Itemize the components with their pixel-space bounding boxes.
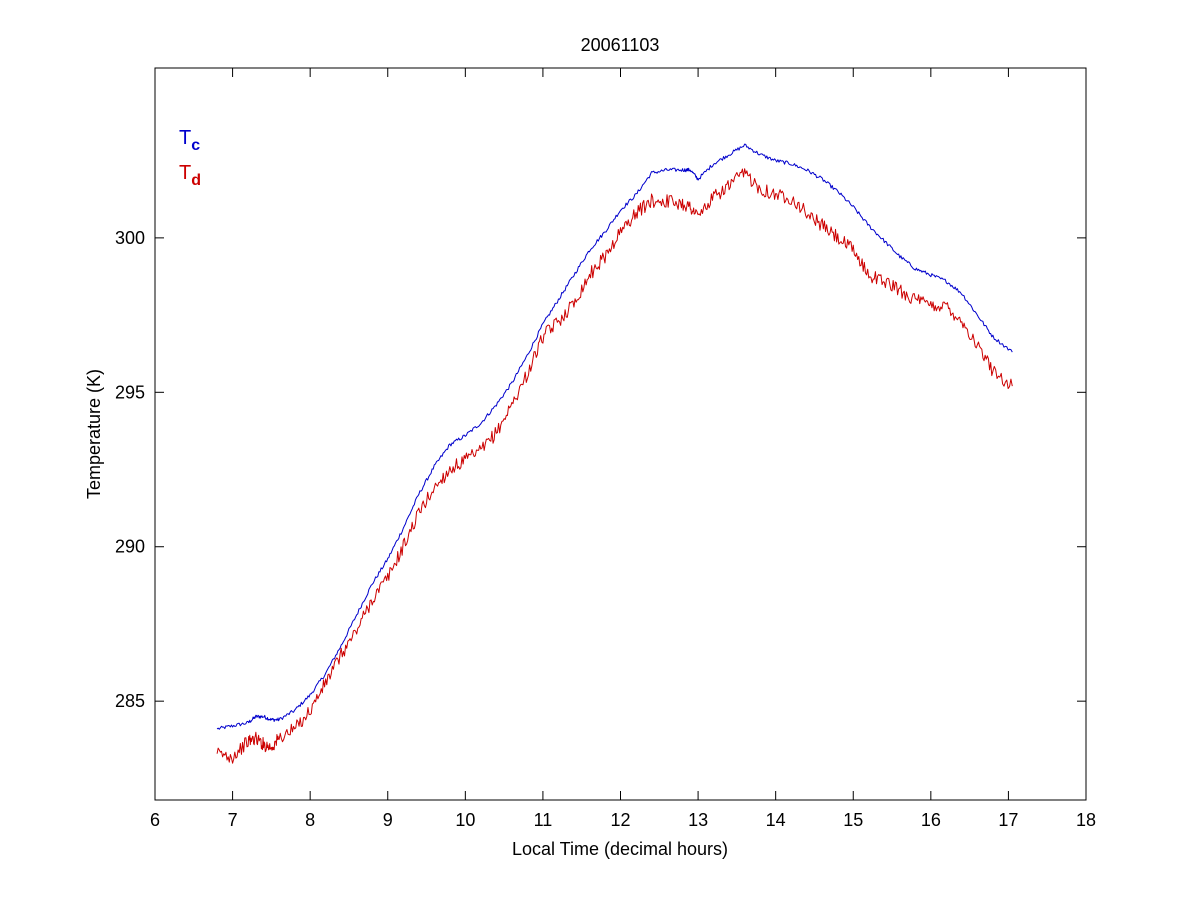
x-tick-label: 10	[455, 810, 475, 830]
series-line-td	[216, 168, 1013, 764]
x-tick-label: 13	[688, 810, 708, 830]
legend-subscript: d	[191, 172, 201, 189]
plot-area: 6 7 8 9 10 11 12 13 14 15 16 17 18 285 290 295 300	[115, 67, 1096, 830]
x-tick-label: 14	[766, 810, 786, 830]
legend-subscript: c	[191, 137, 200, 154]
x-tick-label: 16	[921, 810, 941, 830]
y-tick-label: 295	[115, 382, 145, 402]
legend-label: T	[179, 127, 191, 149]
x-tick-label: 15	[843, 810, 863, 830]
x-tick-label: 6	[150, 810, 160, 830]
legend-entry-tc: Tc	[179, 127, 200, 154]
x-tick-label: 11	[534, 810, 553, 830]
legend-entry-td: Td	[179, 162, 201, 189]
x-tick-label: 18	[1076, 810, 1096, 830]
chart-title: 20061103	[581, 35, 660, 55]
x-tick-label: 8	[305, 810, 315, 830]
y-tick-label: 285	[115, 691, 145, 711]
series-layer	[216, 143, 1013, 764]
x-tick-label: 12	[610, 810, 630, 830]
plot-frame	[154, 67, 1087, 801]
series-line-tc	[216, 143, 1013, 730]
x-tick-label: 7	[228, 810, 238, 830]
y-axis-label: Temperature (K)	[84, 369, 104, 499]
y-tick-label: 300	[115, 228, 145, 248]
legend-label: T	[179, 162, 191, 184]
y-tick-label: 290	[115, 537, 145, 557]
x-tick-label: 17	[998, 810, 1018, 830]
tick-layer: 6 7 8 9 10 11 12 13 14 15 16 17 18 285 290 295 300	[115, 68, 1096, 830]
x-axis-label: Local Time (decimal hours)	[512, 839, 728, 859]
x-tick-label: 9	[383, 810, 393, 830]
